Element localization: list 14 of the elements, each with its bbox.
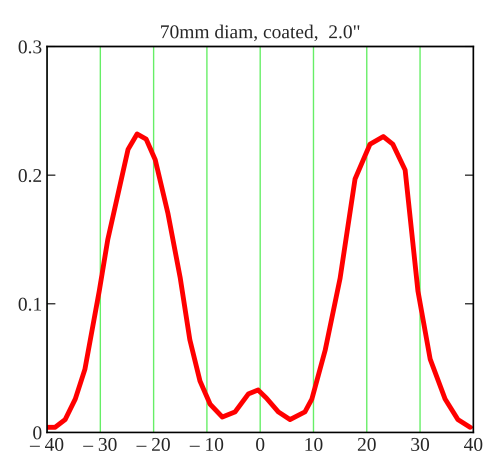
x-tick-label: 10	[305, 438, 322, 451]
chart-title: 70mm diam, coated, 2.0"	[161, 24, 360, 42]
y-tick-label: 0	[33, 426, 42, 440]
x-tick-label: – 30	[83, 438, 117, 451]
x-tick-label: 20	[358, 438, 376, 451]
y-tick-label: 0.1	[18, 298, 42, 311]
x-tick-label: – 10	[190, 438, 224, 451]
x-tick-label: – 20	[136, 438, 170, 451]
y-tick-label: 0.3	[18, 40, 42, 54]
x-tick-label: 40	[464, 438, 482, 451]
x-tick-label: 30	[411, 438, 430, 451]
x-tick-label: 0	[256, 438, 264, 451]
y-tick-label: 0.2	[18, 168, 42, 182]
line-series	[47, 132, 473, 430]
